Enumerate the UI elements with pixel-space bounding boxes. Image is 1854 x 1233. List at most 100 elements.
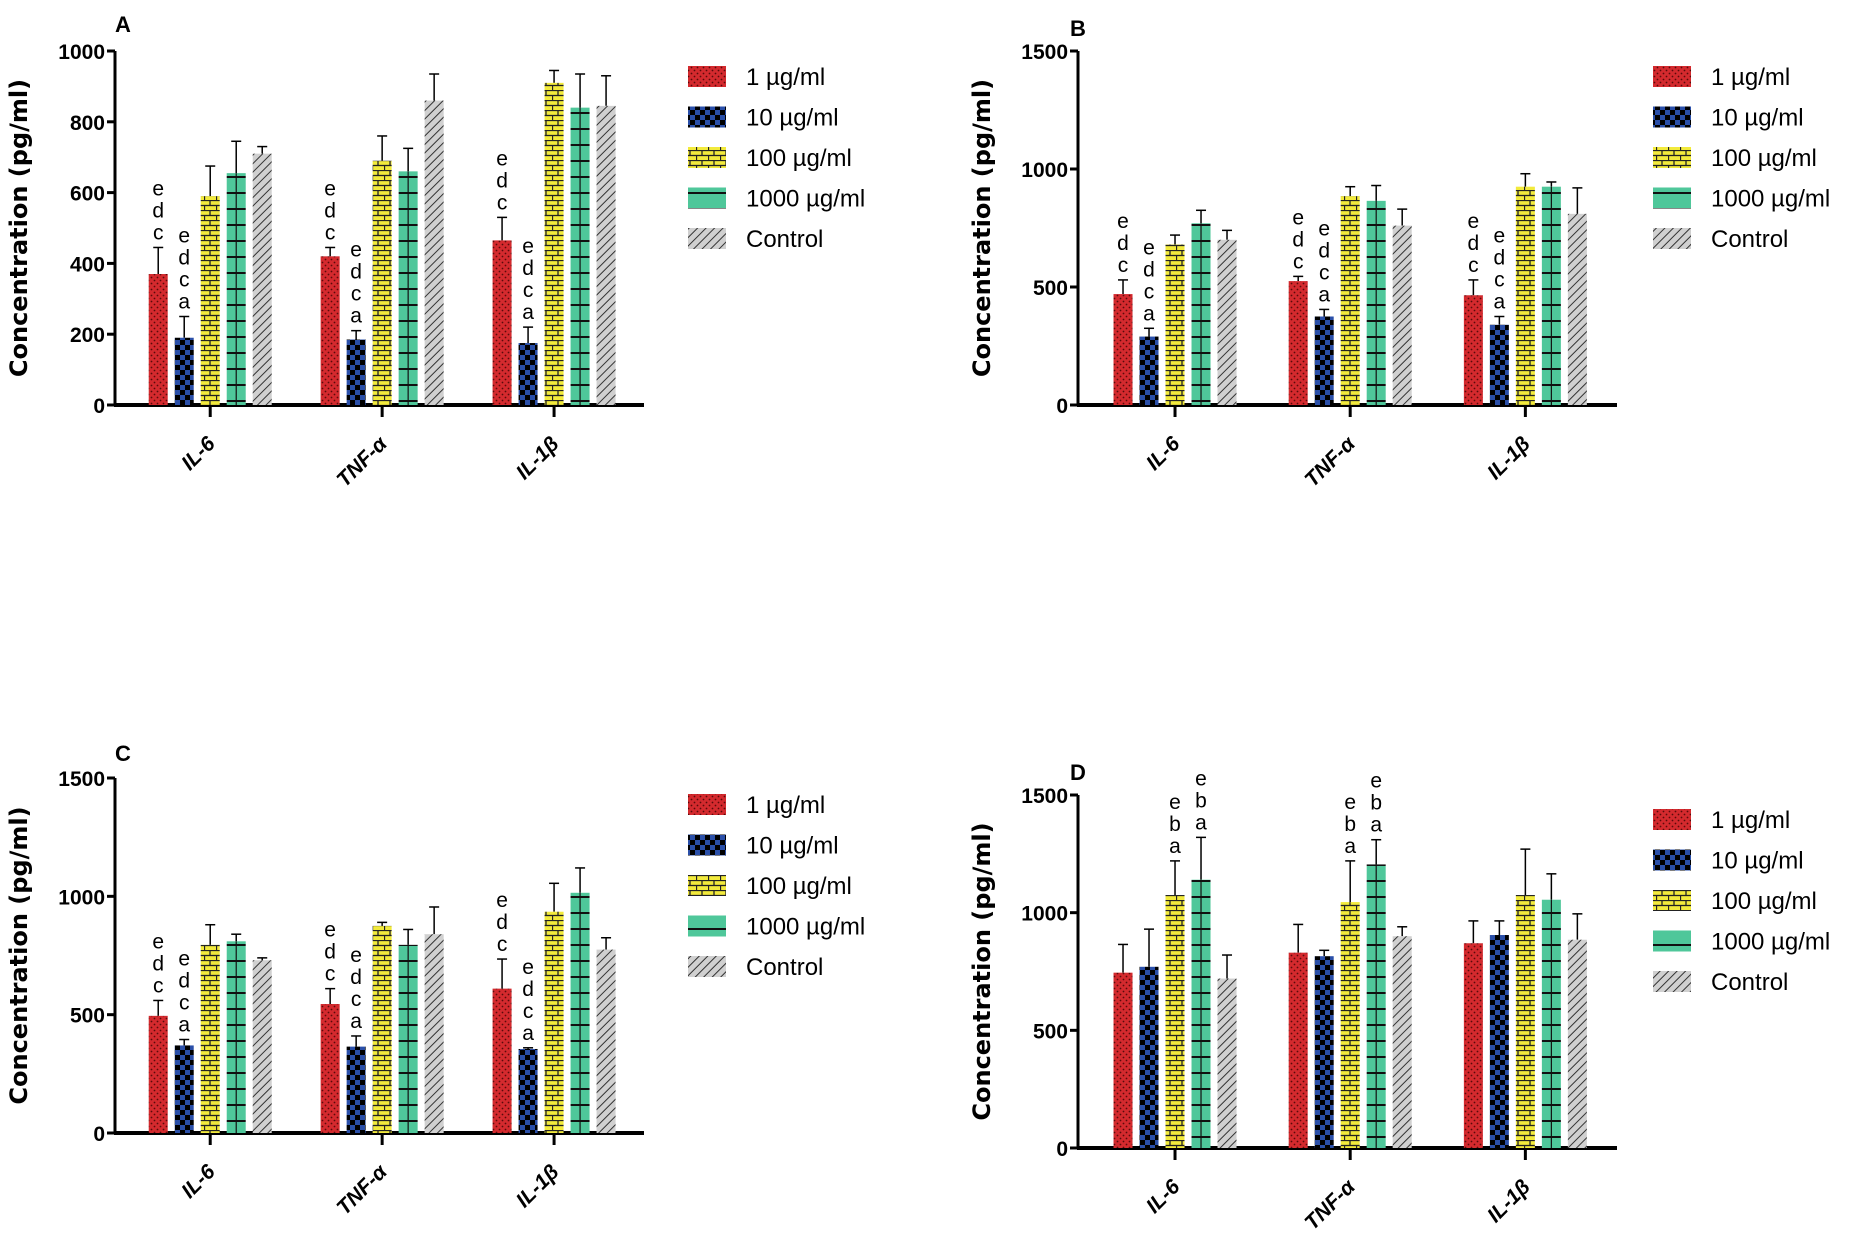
significance-letter: c [351, 283, 362, 306]
bar [1288, 952, 1308, 1148]
significance-letter: e [324, 177, 336, 200]
x-tick-label: IL-1β [512, 1160, 564, 1212]
significance-letter: e [178, 948, 190, 971]
bar [174, 1045, 194, 1133]
x-tick-label: IL-6 [177, 1160, 220, 1203]
significance-letter: a [178, 1014, 190, 1037]
bar [372, 160, 392, 405]
bar [1217, 239, 1237, 405]
legend-label: 10 µg/ml [746, 105, 839, 132]
bar [544, 82, 564, 406]
legend-swatch [1653, 809, 1691, 830]
legend-label: 100 µg/ml [746, 145, 852, 172]
x-tick-label: IL-1β [1483, 1175, 1535, 1227]
significance-letter: c [153, 974, 164, 997]
significance-letter: e [178, 225, 190, 248]
legend-swatch [688, 875, 726, 896]
bar [320, 256, 340, 405]
significance-letter: b [1370, 792, 1382, 815]
significance-letter: a [350, 1010, 362, 1033]
legend-label: Control [1711, 226, 1788, 253]
significance-letter: c [153, 221, 164, 244]
significance-letter: d [178, 970, 190, 993]
bar [148, 274, 168, 405]
significance-letter: a [1344, 835, 1356, 858]
legend-swatch [1653, 147, 1691, 168]
bar [1113, 294, 1133, 405]
x-tick-label: IL-6 [177, 432, 220, 475]
bar [1314, 316, 1334, 405]
legend-swatch [1653, 106, 1691, 128]
significance-letter: e [152, 930, 164, 953]
significance-letter: d [1117, 232, 1129, 255]
bar [1217, 978, 1237, 1148]
legend-label: 1 µg/ml [746, 792, 825, 819]
panel-label: A [115, 12, 131, 37]
legend-swatch [688, 106, 726, 128]
significance-letter: d [1318, 239, 1330, 262]
legend-label: 1000 µg/ml [746, 186, 865, 213]
y-tick-label: 400 [70, 253, 105, 276]
significance-letter: a [1494, 291, 1506, 314]
x-tick-label: TNF-α [332, 1160, 392, 1220]
bar [346, 339, 366, 405]
legend-swatch [688, 956, 726, 977]
y-tick-label: 800 [70, 112, 105, 135]
legend-label: 1000 µg/ml [1711, 186, 1830, 213]
legend-label: 1 µg/ml [1711, 807, 1790, 834]
bar [596, 105, 616, 406]
chart-panel-A: A Concentration (pg/ml) 0 200 400 600 800 1000 I… [5, 12, 865, 492]
legend-swatch [1653, 930, 1691, 952]
legend-label: 10 µg/ml [746, 833, 839, 860]
bar [1139, 966, 1159, 1148]
legend-label: 100 µg/ml [1711, 888, 1817, 915]
y-tick-label: 500 [1033, 1020, 1068, 1043]
significance-letter: e [1318, 217, 1330, 240]
y-tick-label: 1500 [1021, 785, 1068, 808]
legend-swatch [1653, 890, 1691, 911]
significance-letter: d [496, 911, 508, 934]
significance-letter: c [523, 1000, 534, 1023]
bar [424, 100, 444, 405]
legend-label: 1000 µg/ml [1711, 929, 1830, 956]
bar [252, 153, 272, 405]
y-tick-label: 500 [1033, 277, 1068, 300]
x-tick-label: TNF-α [1300, 1175, 1360, 1233]
significance-letter: e [1117, 210, 1129, 233]
significance-letter: c [325, 963, 336, 986]
legend-swatch [688, 834, 726, 856]
significance-letter: e [1494, 225, 1506, 248]
significance-letter: e [1344, 791, 1356, 814]
bar [596, 949, 616, 1133]
significance-letter: c [1144, 280, 1155, 303]
significance-letter: d [178, 247, 190, 270]
significance-letter: c [1494, 269, 1505, 292]
panel-label: C [115, 741, 131, 766]
legend-swatch [688, 187, 726, 209]
significance-letter: a [522, 301, 534, 324]
y-tick-label: 1500 [58, 768, 105, 791]
bar [544, 911, 564, 1133]
bar [1515, 895, 1535, 1148]
significance-letter: a [1318, 283, 1330, 306]
bar [518, 1048, 538, 1133]
bar [346, 1046, 366, 1133]
significance-letter: d [522, 257, 534, 280]
bar [1392, 936, 1412, 1148]
bar [1139, 336, 1159, 405]
bar [1113, 972, 1133, 1148]
bar [1463, 295, 1483, 405]
significance-letter: d [1143, 258, 1155, 281]
significance-letter: e [324, 919, 336, 942]
significance-letter: a [522, 1022, 534, 1045]
significance-letter: d [152, 199, 164, 222]
significance-letter: e [1169, 791, 1181, 814]
significance-letter: a [350, 305, 362, 328]
legend-swatch [1653, 187, 1691, 209]
x-tick-label: IL-6 [1142, 1175, 1185, 1218]
legend-swatch [688, 915, 726, 937]
significance-letter: e [522, 235, 534, 258]
significance-letter: b [1344, 813, 1356, 836]
